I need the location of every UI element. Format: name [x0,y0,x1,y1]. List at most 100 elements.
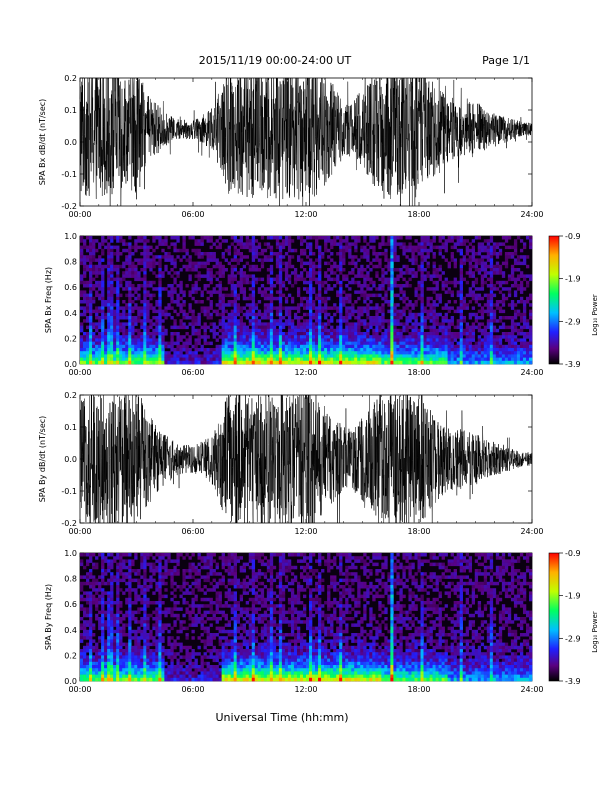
spectrogram-cell [462,239,466,243]
spectrogram-cell [384,242,388,246]
spectrogram-cell [309,274,313,278]
spectrogram-cell [336,293,340,298]
spectrogram-cell [438,274,442,278]
spectrogram-cell [89,613,93,618]
spectrogram-cell [257,338,262,342]
spectrogram-cell [393,335,397,339]
spectrogram-cell [182,242,186,246]
spectrogram-cell [146,264,150,269]
spectrogram-cell [137,277,141,282]
spectrogram-cell [110,319,114,323]
spectrogram-cell [522,312,527,317]
spectrogram-cell [107,677,111,682]
spectrogram-cell [188,351,192,355]
spectrogram-cell [447,319,451,323]
spectrogram-cell [420,271,424,275]
spectrogram-cell [122,325,126,330]
spectrogram-cell [513,280,518,285]
spectrogram-cell [441,338,445,342]
spectrogram-cell [522,255,527,259]
spectrogram-cell [134,322,138,326]
spectrogram-cell [137,597,141,602]
spectrogram-cell [134,677,138,682]
spectrogram-cell [128,248,132,253]
spectrogram-cell [188,322,192,326]
by-freq-ylabel: SPA By Freq (Hz) [44,584,53,650]
x-tick-label: 12:00 [294,368,317,377]
spectrogram-cell [272,325,277,330]
spectrogram-cell [179,348,183,352]
spectrogram-cell [495,287,500,291]
spectrogram-cell [86,296,90,301]
spectrogram-cell [122,316,126,320]
spectrogram-cell [411,344,415,349]
spectrogram-cell [387,328,391,333]
spectrogram-cell [104,344,108,349]
spectrogram-cell [83,620,87,624]
spectrogram-cell [107,268,111,272]
spectrogram-cell [426,300,430,304]
spectrogram-cell [125,652,129,656]
spectrogram-cell [221,357,225,362]
spectrogram-cell [107,274,111,278]
spectrogram-cell [498,284,503,288]
spectrogram-cell [173,351,177,355]
spectrogram-cell [230,357,234,362]
spectrogram-cell [402,344,406,349]
spectrogram-cell [357,290,361,294]
spectrogram-cell [396,284,400,288]
spectrogram-cell [122,613,126,618]
spectrogram-cell [239,332,244,336]
spectrogram-cell [224,357,228,362]
spectrogram-cell [191,296,195,301]
spectrogram-cell [278,309,283,314]
spectrogram-cell [245,360,250,365]
spectrogram-cell [128,636,132,640]
spectrogram-cell [101,623,105,627]
spectrogram-cell [306,296,310,301]
spectrogram-cell [402,300,406,304]
spectrogram-cell [113,677,117,682]
spectrogram-cell [215,271,219,275]
spectrogram-cell [339,264,343,269]
spectrogram-cell [239,341,244,346]
spectrogram-cell [260,312,265,317]
spectrogram-cell [447,300,451,304]
spectrogram-cell [89,671,93,675]
spectrogram-cell [86,553,90,557]
spectrogram-cell [420,242,424,246]
spectrogram-cell [290,348,295,352]
spectrogram-cell [378,252,382,256]
spectrogram-cell [134,248,138,253]
spectrogram-cell [266,242,271,246]
spectrogram-cell [125,338,129,342]
spectrogram-cell [98,581,102,586]
spectrogram-cell [158,357,162,362]
spectrogram-cell [372,351,376,355]
spectrogram-cell [438,296,442,301]
spectrogram-cell [477,348,482,352]
spectrogram-cell [89,665,93,669]
spectrogram-cell [312,264,316,269]
spectrogram-cell [101,325,105,330]
spectrogram-cell [278,268,283,272]
spectrogram-cell [128,319,132,323]
spectrogram-cell [209,357,213,362]
spectrogram-cell [396,303,400,307]
spectrogram-cell [474,277,479,282]
spectrogram-cell [269,268,274,272]
spectrogram-cell [360,248,364,253]
spectrogram-cell [423,306,427,310]
spectrogram-cell [456,351,460,355]
spectrogram-cell [417,268,421,272]
spectrogram-cell [408,245,412,250]
spectrogram-cell [128,588,132,592]
spectrogram-cell [248,344,253,349]
spectrogram-cell [309,312,313,317]
spectrogram-cell [438,322,442,326]
spectrogram-cell [209,255,213,259]
spectrogram-cell [411,271,415,275]
spectrogram-cell [324,274,328,278]
spectrogram-cell [101,665,105,669]
spectrogram-cell [330,316,334,320]
